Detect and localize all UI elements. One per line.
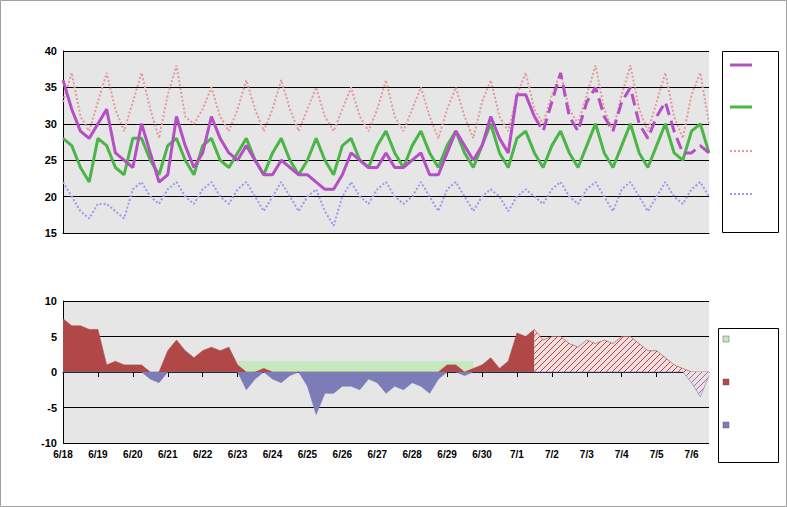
svg-text:6/24: 6/24 — [263, 449, 283, 460]
svg-text:7/4: 7/4 — [615, 449, 629, 460]
svg-text:30: 30 — [45, 118, 57, 130]
svg-text:6/25: 6/25 — [298, 449, 318, 460]
svg-text:6/23: 6/23 — [228, 449, 248, 460]
svg-text:6/30: 6/30 — [472, 449, 492, 460]
svg-text:15: 15 — [45, 227, 57, 239]
svg-text:7/1: 7/1 — [510, 449, 524, 460]
svg-text:-10: -10 — [41, 437, 57, 449]
svg-text:6/18: 6/18 — [53, 449, 73, 460]
svg-text:7/5: 7/5 — [650, 449, 664, 460]
svg-text:6/21: 6/21 — [158, 449, 178, 460]
svg-text:6/27: 6/27 — [368, 449, 388, 460]
svg-text:6/28: 6/28 — [402, 449, 422, 460]
svg-text:0: 0 — [51, 366, 57, 378]
svg-text:6/22: 6/22 — [193, 449, 213, 460]
svg-text:6/26: 6/26 — [333, 449, 353, 460]
svg-text:6/19: 6/19 — [88, 449, 108, 460]
svg-text:10: 10 — [45, 295, 57, 307]
svg-text:7/6: 7/6 — [685, 449, 699, 460]
svg-text:-5: -5 — [47, 402, 57, 414]
svg-text:7/2: 7/2 — [545, 449, 559, 460]
svg-text:35: 35 — [45, 81, 57, 93]
svg-text:5: 5 — [51, 331, 57, 343]
svg-text:25: 25 — [45, 154, 57, 166]
svg-text:20: 20 — [45, 191, 57, 203]
svg-text:6/20: 6/20 — [123, 449, 143, 460]
svg-text:6/29: 6/29 — [437, 449, 457, 460]
svg-text:40: 40 — [45, 45, 57, 57]
svg-text:7/3: 7/3 — [580, 449, 594, 460]
